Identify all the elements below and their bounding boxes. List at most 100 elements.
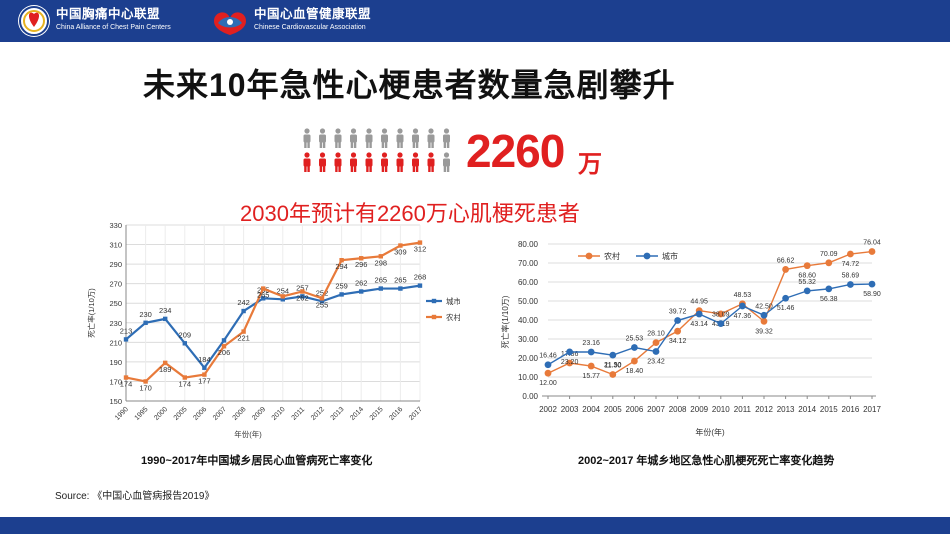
person-leg — [397, 142, 400, 148]
person-head — [319, 128, 326, 134]
data-point — [803, 287, 811, 295]
data-label: 184 — [198, 355, 211, 364]
data-label: 234 — [159, 306, 172, 315]
x-tick-label: 2009 — [251, 406, 267, 422]
person-icon — [427, 152, 435, 172]
x-tick-label: 2000 — [153, 406, 169, 422]
data-label: 255 — [316, 300, 329, 309]
person-leg — [350, 166, 354, 172]
y-tick-label: 170 — [109, 377, 122, 386]
data-point — [359, 256, 364, 261]
data-point — [825, 285, 833, 293]
footer-bar — [0, 517, 950, 534]
y-tick-label: 290 — [109, 260, 122, 269]
person-icon — [350, 128, 357, 148]
person-head — [366, 128, 372, 134]
data-point — [398, 243, 403, 248]
data-label: 23.20 — [561, 359, 579, 366]
person-leg — [366, 142, 369, 148]
person-leg — [428, 142, 431, 148]
legend-marker — [643, 252, 651, 260]
person-body — [412, 134, 419, 143]
x-tick-label: 1995 — [134, 406, 150, 422]
person-head — [319, 152, 326, 158]
caption-left: 1990~2017年中国城乡居民心血管病死亡率变化 — [141, 455, 373, 467]
data-label: 262 — [355, 278, 368, 287]
data-label: 209 — [179, 330, 192, 339]
person-leg — [412, 142, 416, 148]
data-point — [339, 258, 344, 263]
data-point — [241, 329, 246, 334]
data-label: 257 — [296, 283, 309, 292]
data-label: 16.46 — [539, 353, 557, 360]
person-leg — [307, 142, 310, 148]
person-body — [443, 134, 450, 143]
data-point — [847, 250, 854, 258]
person-leg — [338, 142, 341, 148]
data-label: 213 — [120, 326, 133, 335]
data-point — [300, 294, 305, 299]
data-label: 23.42 — [647, 359, 665, 366]
data-point — [202, 372, 207, 377]
logo2-en: Chinese Cardiovascular Association — [254, 24, 366, 31]
big-number-unit: 万 — [578, 151, 602, 178]
person-leg — [307, 166, 310, 172]
x-tick-label: 2008 — [232, 406, 248, 422]
x-tick-label: 1990 — [114, 406, 130, 422]
data-label: 47.36 — [734, 313, 752, 320]
data-point — [760, 317, 768, 325]
data-point — [221, 338, 227, 343]
person-icon — [303, 128, 311, 148]
x-tick-label: 2007 — [212, 406, 228, 422]
data-point — [417, 283, 423, 288]
x-tick-label: 2012 — [310, 406, 326, 422]
x-tick-label: 2009 — [690, 405, 708, 414]
x-tick-label: 2010 — [712, 405, 730, 414]
series-line-城市 — [125, 284, 421, 370]
person-icon — [365, 152, 373, 172]
y-tick-label: 330 — [109, 221, 122, 230]
caption-right: 2002~2017 年城乡地区急性心肌梗死死亡率变化趋势 — [578, 455, 835, 467]
x-tick-label: 2006 — [192, 406, 208, 422]
logo-chest-pain-alliance[interactable]: 中国胸痛中心联盟 China Alliance of Chest Pain Ce… — [18, 5, 171, 37]
person-body — [396, 158, 404, 167]
person-leg — [335, 166, 338, 172]
data-label: 312 — [414, 245, 427, 254]
logo-cardiovascular-association[interactable]: 中国心血管健康联盟 Chinese Cardiovascular Associa… — [210, 5, 371, 37]
person-leg — [369, 166, 372, 172]
person-body — [319, 134, 326, 143]
person-body — [427, 158, 435, 167]
person-leg — [304, 166, 307, 172]
y-tick-label: 150 — [109, 397, 122, 406]
series-line-农村 — [547, 250, 873, 376]
data-point — [566, 348, 573, 356]
data-point — [847, 281, 854, 288]
x-tick-label: 2016 — [842, 405, 860, 414]
data-label: 58.69 — [842, 272, 860, 279]
data-point — [717, 320, 725, 328]
y-tick-label: 270 — [109, 280, 122, 289]
legend-label: 农村 — [446, 312, 460, 322]
data-point — [609, 351, 617, 359]
legend-label: 城市 — [446, 296, 460, 306]
x-tick-label: 2014 — [349, 406, 365, 422]
data-point — [241, 308, 246, 314]
data-point — [378, 254, 383, 259]
person-icon — [443, 152, 450, 172]
person-body — [427, 134, 435, 143]
data-point — [319, 296, 325, 301]
x-axis-title: 年份(年) — [234, 429, 262, 439]
data-point — [674, 327, 681, 335]
person-leg — [428, 166, 431, 172]
y-tick-label: 250 — [109, 299, 122, 308]
person-leg — [412, 166, 416, 172]
data-point — [261, 296, 266, 301]
data-point — [319, 299, 325, 304]
person-icon — [443, 128, 450, 148]
data-label: 242 — [237, 298, 250, 307]
person-icon — [319, 152, 326, 172]
data-label: 309 — [394, 248, 407, 257]
person-body — [350, 158, 357, 167]
data-point — [631, 344, 638, 351]
data-label: 254 — [277, 286, 290, 295]
